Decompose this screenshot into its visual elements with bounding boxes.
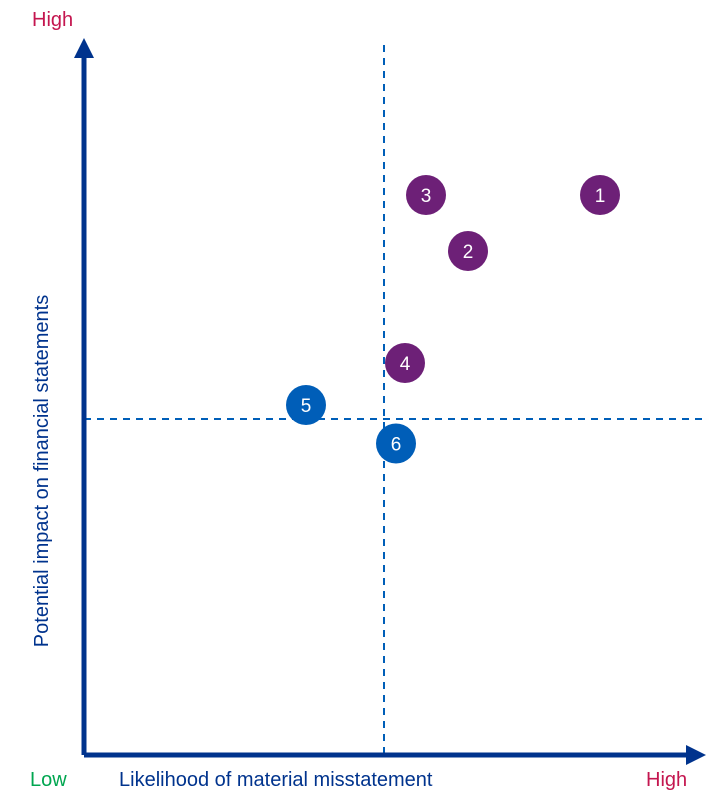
y-axis-title: Potential impact on financial statements bbox=[31, 295, 53, 647]
risk-point-2 bbox=[448, 231, 488, 271]
risk-point-label-5: 5 bbox=[301, 396, 312, 417]
x-axis-high-label: High bbox=[646, 769, 687, 791]
risk-point-label-1: 1 bbox=[595, 186, 606, 207]
risk-point-label-2: 2 bbox=[463, 242, 474, 263]
risk-point-1 bbox=[580, 175, 620, 215]
y-axis-high-label: High bbox=[32, 9, 73, 31]
risk-point-6 bbox=[376, 423, 416, 464]
risk-point-5 bbox=[286, 385, 326, 425]
risk-point-label-4: 4 bbox=[400, 354, 411, 375]
risk-point-4 bbox=[385, 343, 425, 383]
risk-point-label-6: 6 bbox=[391, 435, 402, 456]
risk-point-3 bbox=[406, 175, 446, 215]
x-axis-low-label: Low bbox=[30, 769, 67, 791]
data-points: 1 2 3 4 5 6 bbox=[286, 175, 620, 464]
x-axis-title: Likelihood of material misstatement bbox=[119, 769, 433, 791]
quadrant-dividers bbox=[84, 45, 704, 755]
risk-point-label-3: 3 bbox=[421, 186, 432, 207]
axes bbox=[74, 38, 706, 765]
